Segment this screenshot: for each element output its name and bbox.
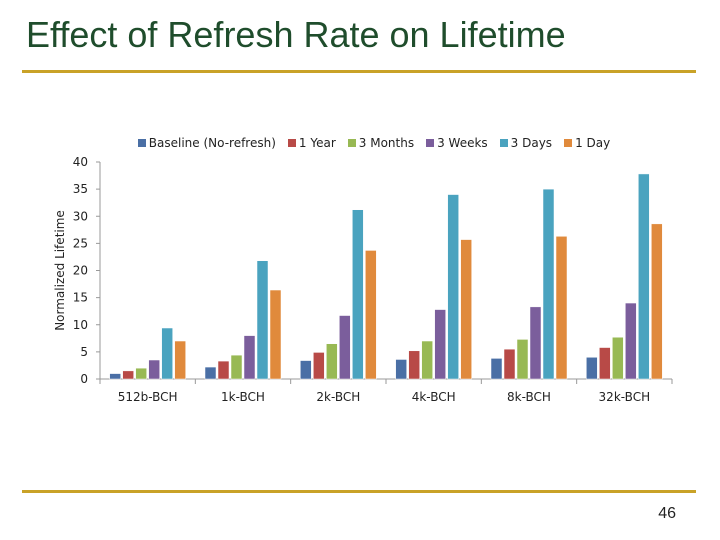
y-tick-label: 5	[80, 345, 88, 359]
bar-baseline-no-refresh--512b-bch	[109, 373, 121, 380]
legend-swatch	[499, 139, 508, 147]
bar-baseline-no-refresh--1k-bch	[204, 366, 217, 380]
x-tick-label: 8k-BCH	[507, 390, 551, 404]
bottom-divider	[22, 490, 696, 493]
bar-1-day-8k-bch	[555, 236, 568, 380]
bar-1-year-512b-bch	[122, 370, 134, 380]
bar-3-months-8k-bch	[516, 339, 529, 380]
bar-3-weeks-32k-bch	[625, 302, 637, 380]
y-tick-label: 20	[73, 264, 88, 278]
x-tick-label: 2k-BCH	[316, 390, 360, 404]
legend-label: Baseline (No-refresh)	[148, 136, 276, 150]
y-tick-label: 35	[73, 182, 88, 196]
x-tick-label: 1k-BCH	[221, 390, 265, 404]
bar-1-year-8k-bch	[503, 348, 516, 380]
bar-1-day-2k-bch	[365, 250, 377, 380]
bar-3-days-32k-bch	[638, 173, 650, 380]
legend-swatch	[287, 139, 296, 147]
legend-swatch	[564, 139, 573, 147]
x-tick-label: 512b-BCH	[118, 390, 178, 404]
y-axis-title: Normalized Lifetime	[53, 210, 67, 331]
legend-item: 3 Months	[347, 136, 415, 150]
legend-label: 1 Year	[298, 136, 336, 150]
bar-3-weeks-8k-bch	[529, 306, 542, 380]
bar-baseline-no-refresh--2k-bch	[300, 360, 312, 380]
bar-3-months-512b-bch	[135, 367, 147, 380]
bar-3-weeks-2k-bch	[339, 315, 351, 380]
y-tick-label: 40	[73, 155, 88, 169]
x-tick-label: 4k-BCH	[412, 390, 456, 404]
legend-item: 3 Days	[499, 136, 553, 150]
bar-3-months-4k-bch	[421, 340, 433, 380]
bar-baseline-no-refresh--32k-bch	[586, 357, 598, 380]
bar-1-year-2k-bch	[313, 352, 325, 380]
bar-baseline-no-refresh--4k-bch	[395, 359, 407, 380]
bar-1-day-4k-bch	[460, 239, 472, 380]
y-tick-label: 30	[73, 209, 88, 223]
chart-legend: Baseline (No-refresh) 1 Year 3 Months 3 Wee…	[0, 136, 720, 150]
bar-3-months-32k-bch	[612, 336, 624, 380]
bar-3-days-2k-bch	[352, 209, 364, 380]
y-tick-label: 15	[73, 291, 88, 305]
legend-item: 3 Weeks	[426, 136, 488, 150]
bar-1-day-512b-bch	[174, 340, 186, 380]
y-tick-label: 25	[73, 236, 88, 250]
bar-3-weeks-1k-bch	[243, 335, 256, 380]
bar-3-weeks-4k-bch	[434, 309, 446, 380]
y-tick-label: 0	[80, 372, 88, 386]
bar-1-year-1k-bch	[217, 360, 230, 380]
bar-baseline-no-refresh--8k-bch	[490, 358, 503, 380]
top-divider	[22, 70, 696, 73]
page-number: 46	[658, 505, 676, 522]
bar-1-year-4k-bch	[408, 350, 420, 380]
legend-swatch	[137, 139, 146, 147]
legend-label: 3 Weeks	[437, 136, 488, 150]
legend-swatch	[426, 139, 435, 147]
bar-3-days-1k-bch	[256, 260, 269, 380]
x-tick-label: 32k-BCH	[599, 390, 651, 404]
bar-1-year-32k-bch	[599, 347, 611, 380]
legend-item: 1 Year	[287, 136, 336, 150]
bar-3-weeks-512b-bch	[148, 359, 160, 380]
legend-item: 1 Day	[564, 136, 610, 150]
legend-label: 3 Months	[358, 136, 415, 150]
legend-label: 3 Days	[510, 136, 553, 150]
legend-swatch	[347, 139, 356, 147]
bar-1-day-1k-bch	[269, 289, 282, 380]
bar-3-days-4k-bch	[447, 194, 459, 380]
legend-item: Baseline (No-refresh)	[137, 136, 276, 150]
bar-3-days-8k-bch	[542, 188, 555, 380]
bar-3-days-512b-bch	[161, 327, 173, 380]
bar-3-months-2k-bch	[326, 343, 338, 380]
y-tick-label: 10	[73, 318, 88, 332]
slide-title: Effect of Refresh Rate on Lifetime	[26, 14, 566, 55]
bar-1-day-32k-bch	[651, 223, 663, 380]
bar-3-months-1k-bch	[230, 354, 243, 380]
legend-label: 1 Day	[575, 136, 611, 150]
